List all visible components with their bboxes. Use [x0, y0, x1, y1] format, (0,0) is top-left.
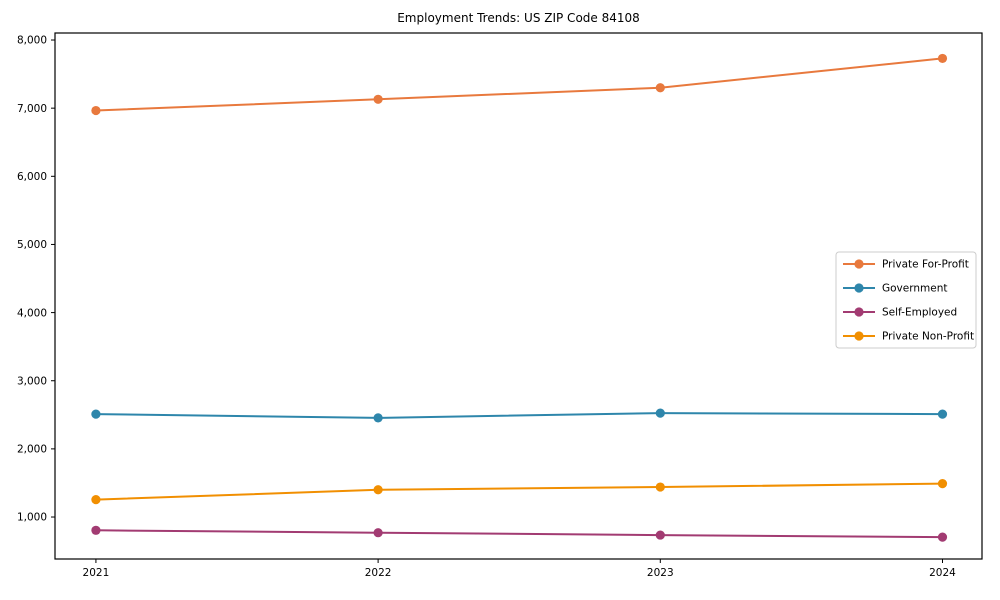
legend-marker	[854, 307, 864, 317]
legend-label: Government	[882, 283, 947, 295]
chart-line-private-non-profit	[94, 482, 944, 501]
y-tick-label: 8,000	[17, 35, 47, 47]
y-tick-label: 2,000	[17, 444, 47, 456]
legend-label: Private Non-Profit	[882, 331, 974, 343]
chart-line-private-for-profit	[94, 57, 944, 112]
data-point-private-non-profit	[655, 482, 665, 492]
data-point-government	[655, 408, 665, 418]
data-point-government	[373, 413, 383, 423]
data-point-private-non-profit	[91, 495, 101, 505]
data-point-government	[937, 409, 948, 419]
data-point-private-for-profit	[937, 53, 948, 64]
data-point-self-employed	[937, 532, 948, 542]
y-tick-label: 7,000	[17, 103, 47, 115]
x-tick-label: 2021	[83, 567, 110, 579]
y-tick-label: 4,000	[17, 307, 47, 319]
legend-box	[835, 251, 977, 349]
legend: Private For-Profit Government Self-Employe…	[835, 251, 977, 349]
legend-item-government: Government	[843, 283, 947, 295]
legend-label: Self-Employed	[882, 307, 957, 319]
legend-item-self-employed: Self-Employed	[843, 307, 957, 319]
chart-title: Employment Trends: US ZIP Code 84108	[397, 11, 640, 25]
legend-marker	[854, 259, 864, 269]
data-point-self-employed	[91, 525, 101, 535]
data-point-private-for-profit	[373, 94, 383, 104]
y-tick-label: 3,000	[17, 375, 47, 387]
data-point-self-employed	[373, 528, 383, 538]
x-tick-label: 2024	[929, 567, 956, 579]
x-tick-label: 2022	[365, 567, 392, 579]
legend-item-private-non-profit: Private Non-Profit	[843, 331, 974, 343]
legend-item-private-for-profit: Private For-Profit	[843, 259, 969, 271]
data-point-private-for-profit	[91, 105, 101, 116]
chart-line-government	[94, 412, 944, 419]
legend-marker	[854, 283, 864, 293]
data-point-private-non-profit	[937, 479, 948, 489]
data-point-private-for-profit	[655, 83, 665, 93]
x-tick-label: 2023	[647, 567, 674, 579]
y-tick-label: 6,000	[17, 171, 47, 183]
legend-marker	[854, 331, 864, 341]
legend-label: Private For-Profit	[882, 259, 969, 271]
y-tick-label: 5,000	[17, 239, 47, 251]
plot-border	[54, 32, 983, 560]
chart-line-self-employed	[94, 529, 944, 539]
data-point-private-non-profit	[373, 485, 383, 495]
y-tick-label: 1,000	[17, 512, 47, 524]
data-point-self-employed	[655, 530, 665, 540]
data-point-government	[91, 409, 101, 419]
